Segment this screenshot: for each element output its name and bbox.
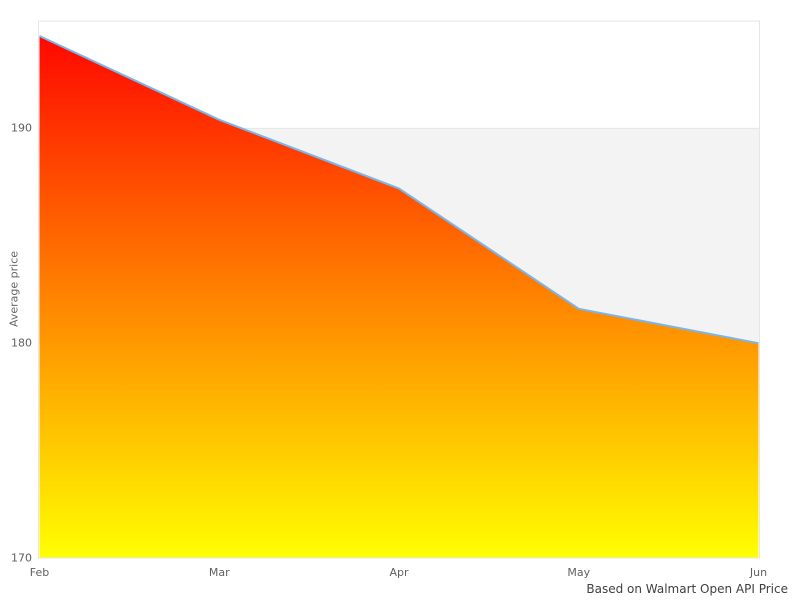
x-tick-label-feb: Feb	[29, 566, 50, 579]
x-tick-label-apr: Apr	[389, 566, 409, 579]
x-tick-label-mar: Mar	[208, 566, 230, 579]
series-line	[39, 35, 759, 345]
y-tick-label-170: 170	[11, 551, 32, 565]
x-tick-label-may: May	[567, 566, 591, 579]
area-series	[39, 36, 759, 558]
plot-border	[38, 20, 760, 559]
y-tick-label-190: 190	[11, 121, 32, 135]
x-tick-label-jun: Jun	[749, 566, 768, 579]
y-tick-label-180: 180	[11, 336, 32, 350]
chart-caption: Based on Walmart Open API Price	[586, 582, 788, 596]
y-axis-title: Average price	[7, 250, 21, 328]
